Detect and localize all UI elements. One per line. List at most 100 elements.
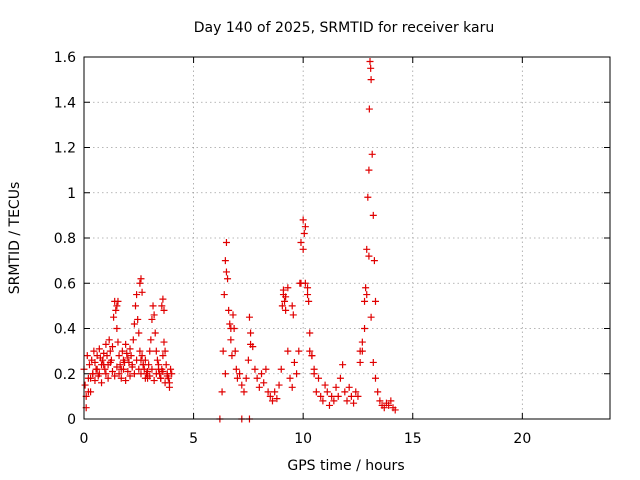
data-point (167, 365, 175, 373)
x-tick-label: 20 (513, 431, 531, 447)
y-tick-label: 0.2 (54, 367, 76, 383)
data-point (224, 275, 232, 283)
data-point (168, 370, 176, 378)
data-point (135, 329, 143, 337)
data-point (87, 374, 95, 382)
x-axis-label: GPS time / hours (287, 458, 404, 474)
data-point (153, 356, 161, 364)
data-point (114, 338, 122, 346)
data-point (236, 370, 244, 378)
data-point (113, 363, 121, 371)
data-point (358, 338, 366, 346)
data-point (101, 365, 109, 373)
chart-title: Day 140 of 2025, SRMTID for receiver kar… (194, 20, 494, 36)
data-point (139, 361, 147, 369)
data-point (369, 211, 377, 219)
data-point (288, 302, 296, 310)
data-point (266, 392, 274, 400)
data-point (279, 286, 287, 294)
data-point (84, 388, 92, 396)
data-point (282, 306, 290, 314)
data-point (282, 293, 290, 301)
data-point (229, 311, 237, 319)
data-point (284, 284, 292, 292)
data-point (247, 340, 255, 348)
data-point (345, 383, 353, 391)
data-point (103, 352, 111, 360)
data-point (89, 370, 97, 378)
data-point (356, 358, 364, 366)
data-point (278, 302, 286, 310)
data-point (95, 370, 103, 378)
data-point (295, 347, 303, 355)
data-point (306, 329, 314, 337)
data-point (159, 295, 167, 303)
data-point (135, 365, 143, 373)
data-point (155, 361, 163, 369)
data-point (376, 397, 384, 405)
y-tick-label: 0.4 (54, 322, 76, 338)
data-point (233, 374, 241, 382)
data-point (365, 252, 373, 260)
data-point (118, 347, 126, 355)
data-point (301, 223, 309, 231)
data-point (361, 297, 369, 305)
data-point (141, 374, 149, 382)
axis-ticks: 0 0.2 0.4 0.6 0.8 1 1.2 1.4 1.6 0 5 10 15 20 (54, 50, 610, 447)
data-point (286, 374, 294, 382)
data-point (299, 216, 307, 224)
data-point (325, 401, 333, 409)
data-point (368, 150, 376, 158)
data-point (367, 76, 375, 84)
data-point (162, 361, 170, 369)
data-point (321, 381, 329, 389)
data-point (387, 397, 395, 405)
data-point (126, 345, 134, 353)
data-point (144, 367, 152, 375)
data-point (365, 105, 373, 113)
data-point (352, 388, 360, 396)
data-point (315, 374, 323, 382)
data-point (117, 374, 125, 382)
data-point (122, 377, 130, 385)
data-point (350, 399, 358, 407)
x-tick-label: 10 (294, 431, 312, 447)
y-tick-label: 1.6 (54, 50, 76, 66)
data-point (240, 388, 248, 396)
data-point (312, 388, 320, 396)
data-point (289, 311, 297, 319)
data-point (137, 275, 145, 283)
data-point (284, 347, 292, 355)
y-tick-label: 0.8 (54, 231, 76, 247)
data-point (347, 392, 355, 400)
data-point (115, 352, 123, 360)
data-point (138, 288, 146, 296)
data-point (323, 388, 331, 396)
data-point (99, 356, 107, 364)
data-point (126, 372, 134, 380)
data-point (273, 395, 281, 403)
data-point (221, 257, 229, 265)
data-point (258, 370, 266, 378)
data-point (123, 349, 131, 357)
x-tick-label: 15 (404, 431, 422, 447)
data-point (158, 302, 166, 310)
data-point (152, 370, 160, 378)
data-point (226, 320, 234, 328)
data-point (367, 64, 375, 72)
data-point (310, 370, 318, 378)
data-point (262, 365, 270, 373)
y-tick-label: 0 (67, 412, 76, 428)
data-point (146, 372, 154, 380)
data-point (227, 325, 235, 332)
data-point (221, 370, 229, 378)
data-point (364, 193, 372, 201)
data-point (81, 381, 89, 389)
data-point (137, 370, 145, 378)
data-point (227, 336, 235, 344)
data-point (112, 306, 120, 314)
data-point (152, 347, 160, 355)
data-point (93, 365, 101, 373)
data-point (91, 377, 99, 385)
data-point (218, 388, 226, 396)
